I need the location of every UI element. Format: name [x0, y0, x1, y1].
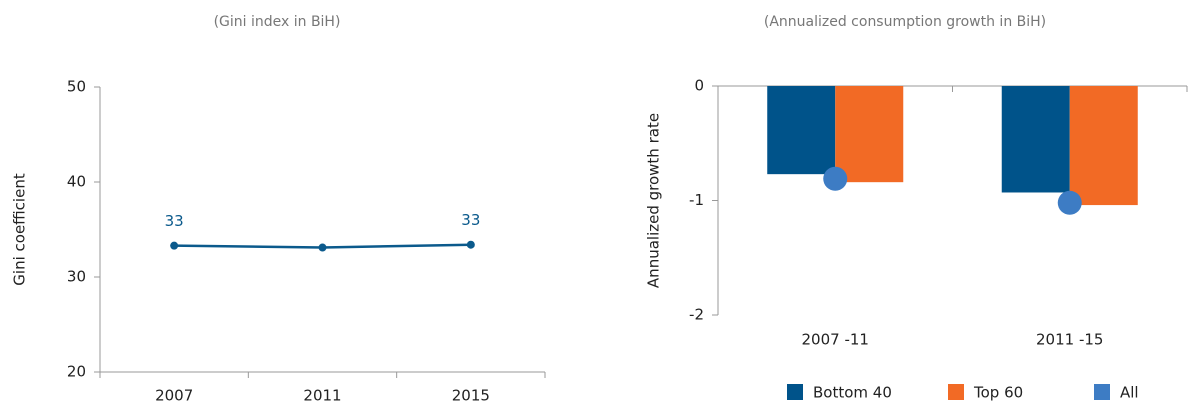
bar — [1001, 86, 1070, 193]
dot — [823, 166, 848, 191]
bar — [1069, 86, 1138, 206]
y-tick-label: 30 — [67, 268, 86, 286]
point — [170, 241, 179, 250]
legend-swatch — [1094, 384, 1110, 400]
value-label: 33 — [165, 212, 184, 230]
bar — [767, 86, 836, 175]
legend-swatch — [948, 384, 964, 400]
point — [466, 240, 475, 249]
subtitle: (Annualized consumption growth in BiH) — [764, 14, 1046, 30]
y-tick-label: -1 — [689, 191, 704, 209]
x-tick-label: 2011 — [303, 387, 341, 405]
x-tick-label: 2011 -15 — [1036, 331, 1103, 349]
bar — [835, 86, 904, 183]
dot — [1057, 190, 1082, 215]
x-tick-label: 2015 — [452, 387, 490, 405]
point — [318, 243, 327, 252]
subtitle: (Gini index in BiH) — [214, 14, 341, 30]
value-label: 33 — [461, 211, 480, 229]
legend-swatch — [787, 384, 803, 400]
y-tick-label: 0 — [694, 77, 704, 95]
y-axis-label: Gini coefficient — [11, 173, 29, 286]
legend-label: All — [1120, 384, 1139, 402]
x-tick-label: 2007 -11 — [802, 331, 869, 349]
legend-label: Top 60 — [973, 384, 1023, 402]
y-tick-label: 20 — [67, 363, 86, 381]
legend-label: Bottom 40 — [813, 384, 892, 402]
y-tick-label: 50 — [67, 78, 86, 96]
y-axis-label: Annualized growth rate — [645, 113, 663, 288]
y-tick-label: -2 — [689, 306, 704, 324]
x-tick-label: 2007 — [155, 387, 193, 405]
y-tick-label: 40 — [67, 173, 86, 191]
